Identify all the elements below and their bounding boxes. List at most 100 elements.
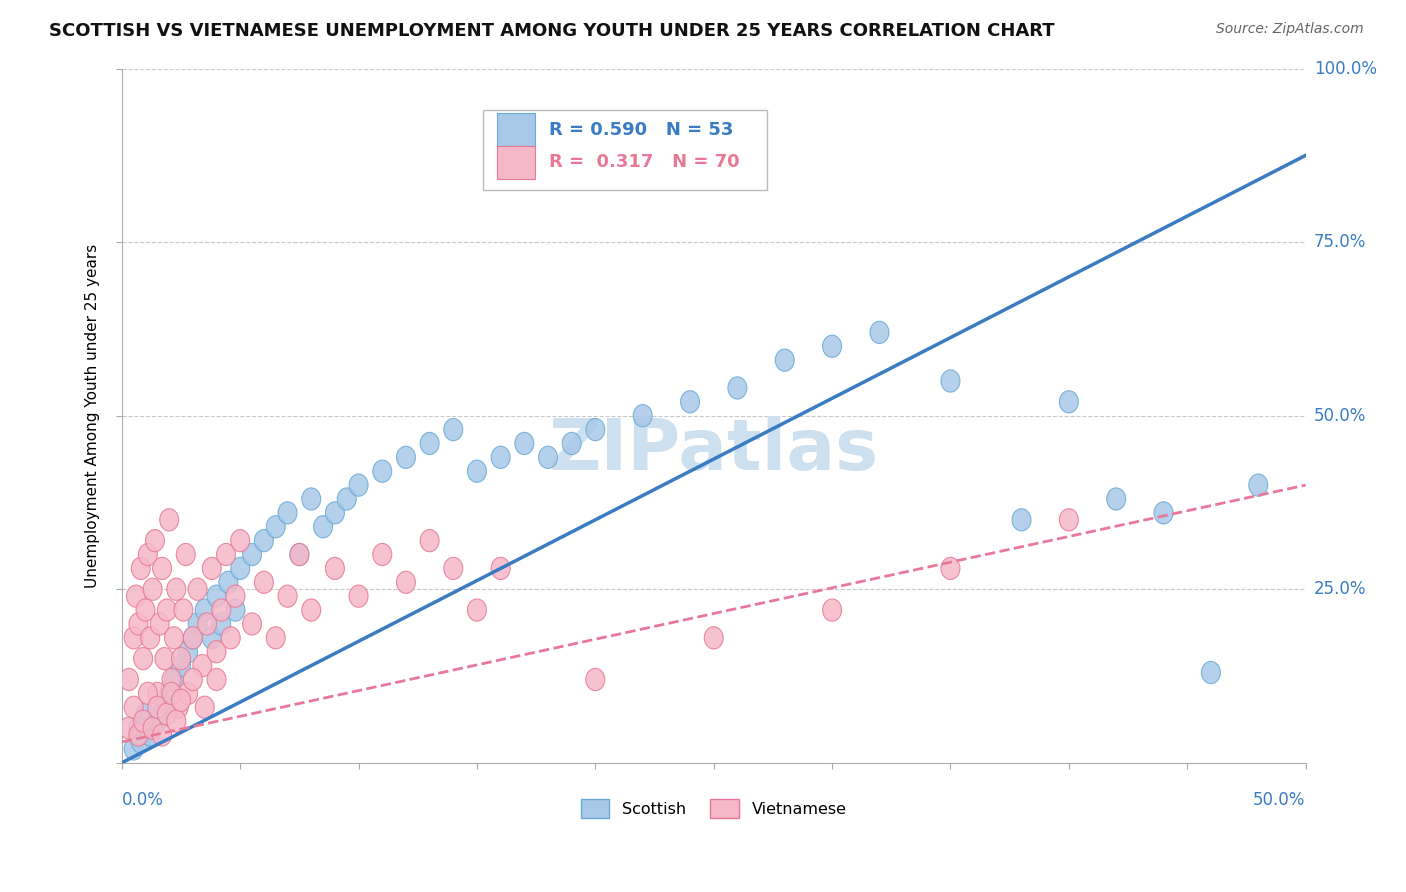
Ellipse shape [176, 543, 195, 566]
Ellipse shape [467, 460, 486, 483]
Ellipse shape [337, 488, 356, 510]
Text: R = 0.590   N = 53: R = 0.590 N = 53 [550, 120, 734, 138]
Ellipse shape [290, 543, 309, 566]
Ellipse shape [207, 640, 226, 663]
Ellipse shape [202, 558, 221, 580]
Ellipse shape [138, 543, 157, 566]
Ellipse shape [491, 558, 510, 580]
Ellipse shape [183, 668, 202, 690]
FancyBboxPatch shape [498, 113, 534, 146]
Ellipse shape [148, 696, 167, 718]
Ellipse shape [633, 405, 652, 426]
Ellipse shape [1154, 502, 1173, 524]
Ellipse shape [302, 488, 321, 510]
Ellipse shape [124, 627, 143, 649]
Ellipse shape [188, 578, 207, 600]
Ellipse shape [681, 391, 700, 413]
Text: 50.0%: 50.0% [1315, 407, 1367, 425]
Ellipse shape [1249, 474, 1268, 496]
Ellipse shape [145, 530, 165, 552]
Ellipse shape [155, 696, 174, 718]
Ellipse shape [169, 696, 188, 718]
Ellipse shape [373, 543, 392, 566]
Ellipse shape [775, 349, 794, 371]
Ellipse shape [129, 717, 148, 739]
Ellipse shape [314, 516, 333, 538]
Ellipse shape [243, 543, 262, 566]
Ellipse shape [1107, 488, 1126, 510]
Ellipse shape [148, 682, 167, 705]
Ellipse shape [207, 668, 226, 690]
Ellipse shape [172, 690, 190, 712]
Ellipse shape [254, 571, 273, 593]
Ellipse shape [349, 474, 368, 496]
Ellipse shape [704, 627, 723, 649]
Ellipse shape [155, 648, 174, 670]
Ellipse shape [823, 335, 842, 358]
Ellipse shape [131, 558, 150, 580]
Ellipse shape [120, 668, 138, 690]
Ellipse shape [226, 585, 245, 607]
Ellipse shape [212, 599, 231, 621]
Ellipse shape [153, 724, 172, 746]
Ellipse shape [254, 530, 273, 552]
Ellipse shape [373, 460, 392, 483]
Ellipse shape [586, 418, 605, 441]
Ellipse shape [188, 613, 207, 635]
Ellipse shape [120, 717, 138, 739]
Legend: Scottish, Vietnamese: Scottish, Vietnamese [574, 793, 853, 824]
Ellipse shape [1012, 508, 1031, 531]
Ellipse shape [143, 578, 162, 600]
Ellipse shape [165, 668, 183, 690]
Ellipse shape [134, 710, 153, 732]
Ellipse shape [127, 585, 145, 607]
Ellipse shape [179, 682, 198, 705]
FancyBboxPatch shape [498, 145, 534, 179]
Ellipse shape [538, 446, 557, 468]
Ellipse shape [420, 530, 439, 552]
Text: 25.0%: 25.0% [1315, 580, 1367, 599]
Ellipse shape [302, 599, 321, 621]
Ellipse shape [129, 724, 148, 746]
Ellipse shape [124, 696, 143, 718]
Ellipse shape [941, 370, 960, 392]
Ellipse shape [141, 627, 160, 649]
Ellipse shape [266, 627, 285, 649]
Ellipse shape [153, 558, 172, 580]
Ellipse shape [444, 558, 463, 580]
Ellipse shape [136, 703, 155, 725]
Ellipse shape [124, 738, 143, 760]
Ellipse shape [157, 703, 176, 725]
Ellipse shape [202, 627, 221, 649]
Ellipse shape [172, 648, 190, 670]
Text: 75.0%: 75.0% [1315, 233, 1367, 252]
Ellipse shape [134, 648, 153, 670]
Ellipse shape [183, 627, 202, 649]
Ellipse shape [183, 627, 202, 649]
Ellipse shape [515, 433, 534, 455]
Ellipse shape [420, 433, 439, 455]
Ellipse shape [193, 655, 212, 677]
Ellipse shape [198, 613, 217, 635]
Ellipse shape [231, 530, 250, 552]
Ellipse shape [195, 599, 214, 621]
Ellipse shape [162, 682, 181, 705]
Text: ZIPatlas: ZIPatlas [548, 416, 879, 485]
Ellipse shape [823, 599, 842, 621]
Ellipse shape [148, 710, 167, 732]
Ellipse shape [162, 668, 181, 690]
Ellipse shape [231, 558, 250, 580]
Ellipse shape [165, 627, 183, 649]
Y-axis label: Unemployment Among Youth under 25 years: Unemployment Among Youth under 25 years [86, 244, 100, 588]
Ellipse shape [491, 446, 510, 468]
Ellipse shape [467, 599, 486, 621]
Ellipse shape [1202, 662, 1220, 683]
Ellipse shape [217, 543, 235, 566]
Ellipse shape [325, 502, 344, 524]
FancyBboxPatch shape [482, 111, 768, 190]
Ellipse shape [396, 446, 415, 468]
Ellipse shape [138, 682, 157, 705]
Ellipse shape [325, 558, 344, 580]
Ellipse shape [150, 613, 169, 635]
Ellipse shape [160, 508, 179, 531]
